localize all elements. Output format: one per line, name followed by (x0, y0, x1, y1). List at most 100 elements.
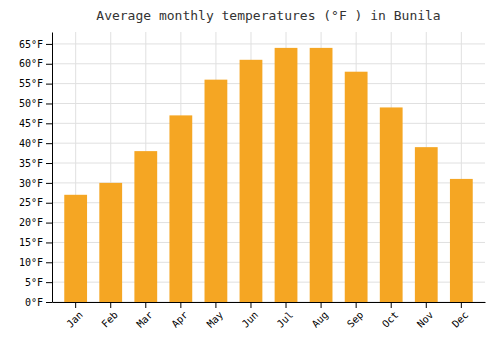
y-tick-label: 50°F (19, 98, 43, 109)
x-tick-label: Dec (450, 309, 471, 330)
y-tick-label: 45°F (19, 118, 43, 129)
x-tick-label: Jul (275, 309, 296, 330)
x-tick-mark (145, 302, 146, 308)
y-tick-label: 15°F (19, 237, 43, 248)
bar (134, 151, 157, 302)
title: Average monthly temperatures (°F ) in Bu… (96, 8, 440, 23)
bar (345, 72, 368, 302)
x-tick-label: Feb (99, 309, 120, 330)
y-tick-label: 35°F (19, 158, 43, 169)
y-tick: 20°F (19, 217, 52, 228)
x-tick-label: Jun (240, 309, 261, 330)
y-tick-mark (46, 223, 52, 224)
chart: 0°F 5°F 10°F 15°F 20°F 25°F 30°F 35°F 40°F 45°F 50… (0, 0, 500, 350)
bar (310, 48, 333, 302)
y-tick-label: 60°F (19, 58, 43, 69)
y-grid-line (52, 83, 485, 84)
x-tick-label: Mar (134, 309, 155, 330)
y-tick-mark (46, 44, 52, 45)
y-tick-mark (46, 242, 52, 243)
y-grid-line (52, 63, 485, 64)
x-tick: Mar (134, 302, 155, 330)
y-tick-mark (46, 103, 52, 104)
x-axis: Jan Feb Mar Apr May Jun Jul Aug Sep Oct Nov Dec (53, 302, 486, 330)
y-tick: 40°F (19, 138, 52, 149)
y-tick-mark (46, 163, 52, 164)
y-tick: 0°F (25, 297, 52, 308)
y-tick-label: 10°F (19, 257, 43, 268)
y-tick: 5°F (25, 277, 52, 288)
y-tick-label: 0°F (25, 297, 43, 308)
y-tick: 30°F (19, 178, 52, 189)
y-tick-mark (46, 282, 52, 283)
plot: 0°F 5°F 10°F 15°F 20°F 25°F 30°F 35°F 40°F 45°F 50… (19, 32, 486, 330)
y-tick: 55°F (19, 78, 52, 89)
y-grid-line (52, 143, 485, 144)
y-tick-mark (46, 84, 52, 85)
x-tick: May (205, 302, 226, 330)
bars (64, 48, 472, 302)
y-axis-line (52, 33, 53, 303)
y-grid-line (52, 43, 485, 44)
y-tick-label: 55°F (19, 78, 43, 89)
y-axis: 0°F 5°F 10°F 15°F 20°F 25°F 30°F 35°F 40°F 45°F 50… (19, 33, 53, 308)
y-tick-label: 40°F (19, 138, 43, 149)
x-tick-label: Sep (345, 309, 366, 330)
x-tick-mark (356, 302, 357, 308)
y-tick-mark (46, 262, 52, 263)
x-tick-mark (391, 302, 392, 308)
y-tick-label: 65°F (19, 39, 43, 50)
grid (52, 32, 485, 302)
bar (169, 115, 192, 302)
x-tick-mark (75, 302, 76, 308)
y-tick-mark (46, 143, 52, 144)
y-tick-mark (46, 64, 52, 65)
x-tick-mark (286, 302, 287, 308)
x-tick-mark (426, 302, 427, 308)
y-tick-label: 5°F (25, 277, 43, 288)
x-tick-mark (110, 302, 111, 308)
bar (380, 107, 403, 302)
bar (275, 48, 298, 302)
x-tick: Aug (310, 302, 331, 330)
bar (415, 147, 438, 302)
x-tick-mark (180, 302, 181, 308)
x-tick-label: Aug (310, 309, 331, 330)
bar (240, 60, 263, 302)
y-tick: 15°F (19, 237, 52, 248)
y-tick: 45°F (19, 118, 52, 129)
y-tick: 50°F (19, 98, 52, 109)
y-tick-mark (46, 183, 52, 184)
y-tick-mark (46, 302, 52, 303)
bar (64, 195, 87, 302)
x-tick-label: May (205, 309, 226, 330)
x-tick-mark (250, 302, 251, 308)
x-tick: Feb (99, 302, 120, 330)
y-tick: 35°F (19, 158, 52, 169)
y-tick: 65°F (19, 39, 52, 50)
y-grid-line (52, 123, 485, 124)
x-tick-label: Apr (169, 309, 190, 330)
x-tick-label: Oct (380, 309, 401, 330)
y-tick: 25°F (19, 197, 52, 208)
x-tick-mark (461, 302, 462, 308)
x-tick: Jan (64, 302, 85, 330)
x-tick: Nov (415, 302, 436, 330)
x-tick-label: Nov (415, 309, 436, 330)
y-tick-label: 30°F (19, 178, 43, 189)
x-axis-line (53, 302, 486, 303)
bar (450, 179, 473, 302)
y-tick-label: 25°F (19, 197, 43, 208)
x-tick-mark (321, 302, 322, 308)
y-grid-line (52, 103, 485, 104)
bar (205, 80, 228, 302)
x-tick-label: Jan (64, 309, 85, 330)
x-tick: Oct (380, 302, 401, 330)
y-tick-mark (46, 123, 52, 124)
y-tick: 60°F (19, 58, 52, 69)
y-tick-mark (46, 203, 52, 204)
x-tick: Jun (240, 302, 261, 330)
x-tick: Sep (345, 302, 366, 330)
y-tick-label: 20°F (19, 217, 43, 228)
x-tick: Jul (275, 302, 296, 330)
